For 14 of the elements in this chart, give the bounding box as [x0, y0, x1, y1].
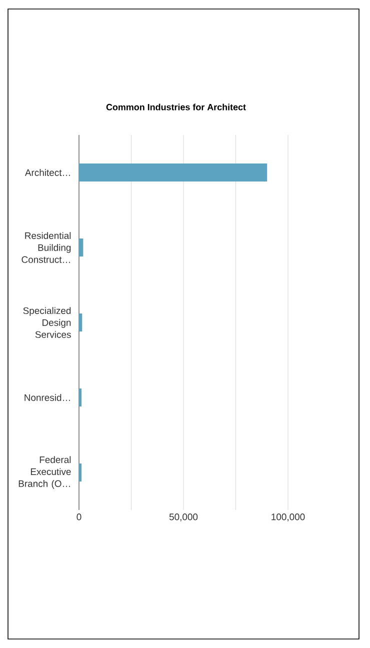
bar — [79, 463, 82, 482]
y-tick-label: Residential Building Construct… — [22, 232, 71, 263]
y-tick-label: Specialized Design Services — [23, 307, 71, 338]
x-tick-label: 50,000 — [169, 514, 198, 522]
y-tick-label: Federal Executive Branch (O… — [18, 456, 71, 489]
y-tick-label: Architect… — [24, 169, 70, 176]
bar — [79, 163, 268, 182]
x-tick-label: 0 — [76, 514, 82, 520]
x-tick-label: 100,000 — [272, 514, 305, 522]
y-tick-label: Nonresid… — [24, 394, 70, 401]
bar — [79, 388, 82, 406]
bar — [79, 313, 82, 332]
bar — [79, 238, 84, 256]
chart-title: Common Industries for Architect — [106, 104, 246, 110]
